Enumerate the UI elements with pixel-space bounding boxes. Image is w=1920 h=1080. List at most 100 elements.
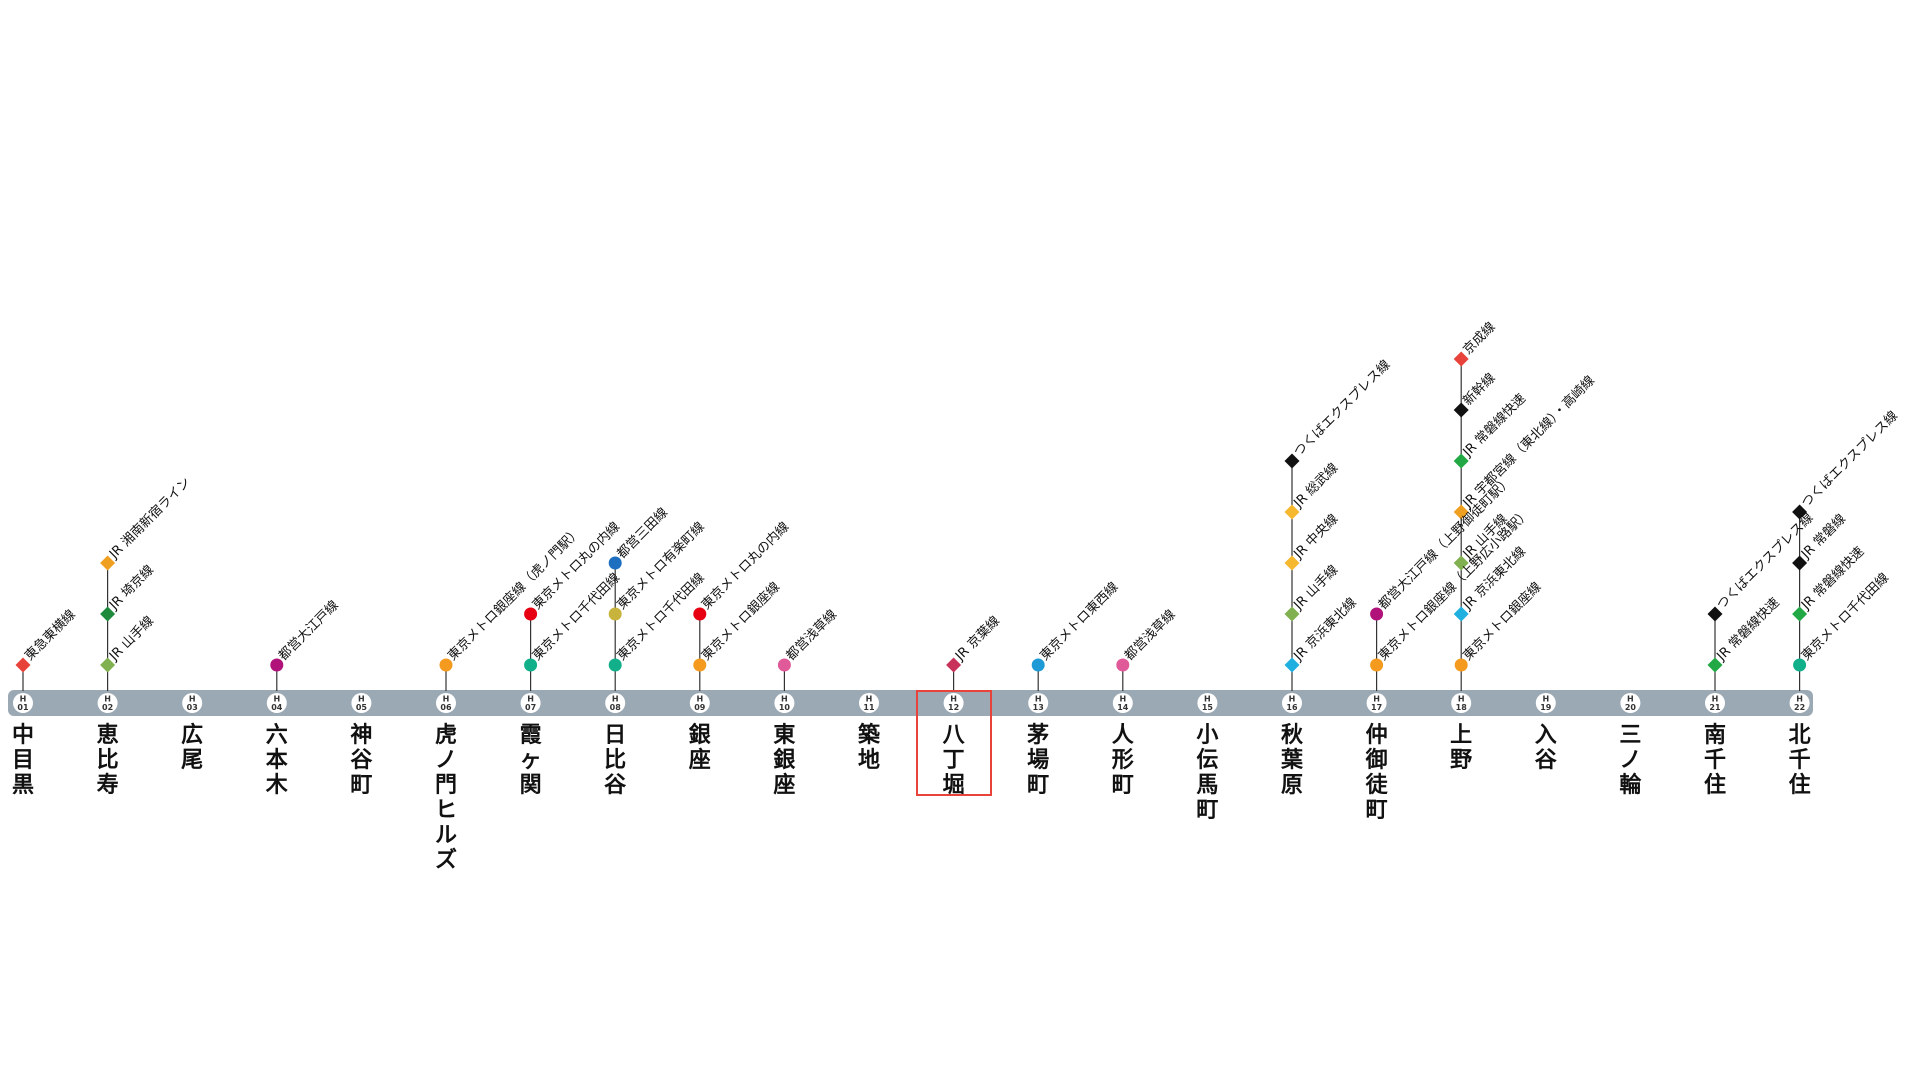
station-name[interactable]: 仲御徒町 [1365,723,1388,823]
transfer-marker [1453,402,1469,418]
transfer-marker [946,657,962,673]
transfer-label: 都営浅草線 [783,607,840,664]
station-number-circle[interactable]: H11 [859,693,879,713]
transfer-label: JR 京葉線 [951,613,1003,665]
station-name[interactable]: 入谷 [1534,723,1557,773]
station-name[interactable]: 人形町 [1111,723,1134,798]
station-name[interactable]: 茅場町 [1027,723,1050,798]
station-name[interactable]: 日比谷 [604,723,627,798]
transfer-marker [1793,658,1807,672]
station-number-circle[interactable]: H08 [605,693,626,713]
station-line-letter: H [950,695,957,704]
transfer-markers [15,351,1808,673]
station-number-circle[interactable]: H06 [436,693,456,713]
station-name[interactable]: 銀座 [688,723,711,773]
station-line-letter: H [1542,695,1549,704]
station-number-circle[interactable]: H02 [97,693,118,713]
station-number: 17 [1371,703,1382,712]
transfer-marker [1792,606,1808,622]
transfer-marker [1284,555,1300,571]
station-name[interactable]: 霞ヶ関 [519,723,542,798]
station-number-circle[interactable]: H13 [1028,693,1049,713]
station-number-circle[interactable]: H14 [1112,693,1133,713]
transfer-label: 都営大江戸線 [275,597,341,663]
station-name[interactable]: 東銀座 [773,723,796,798]
line-bar [8,690,1813,716]
station-number-circle[interactable]: H05 [351,693,372,713]
station-number-circle[interactable]: H16 [1282,693,1302,713]
transfer-marker [1031,658,1045,672]
transfer-marker [1453,504,1469,520]
transfer-marker [524,607,538,621]
station-number-circle[interactable]: H07 [520,693,541,713]
transfer-label: 東京メトロ有楽町線 [614,519,708,613]
station-number: 03 [187,703,198,712]
transfer-marker [1284,453,1300,469]
transfer-marker [1454,658,1468,672]
station-line-letter: H [1796,695,1803,704]
station-number: 18 [1456,703,1468,712]
station-name[interactable]: 六本木 [265,723,288,798]
transfer-label: JR 山手線 [1290,562,1342,614]
station-number-circle[interactable]: H18 [1451,693,1472,713]
station-number-circle[interactable]: H22 [1789,693,1810,713]
station-name[interactable]: 広尾 [181,723,204,773]
station-name[interactable]: 上野 [1450,723,1473,773]
station-number: 01 [17,703,29,712]
station-number-circle[interactable]: H19 [1535,693,1556,713]
station-number: 12 [948,703,959,712]
station-number: 08 [610,703,622,712]
station-number-circle[interactable]: H12 [943,693,964,713]
transfer-marker [1707,606,1723,622]
station-line-letter: H [1458,695,1465,704]
transfer-marker [1707,657,1723,673]
station-name[interactable]: 恵比寿 [96,723,119,798]
transfer-label: 新幹線 [1460,370,1499,409]
transfer-label: JR 湘南新宿ライン [105,474,193,562]
station-number-circle[interactable]: H17 [1366,693,1387,713]
station-number: 14 [1117,703,1129,712]
station-number-circle[interactable]: H21 [1705,693,1725,713]
station-number: 09 [694,703,706,712]
transfer-marker [1792,555,1808,571]
station-name[interactable]: 神谷町 [350,723,373,798]
station-number-circle[interactable]: H04 [266,693,287,713]
transfer-marker [693,607,707,621]
station-name[interactable]: 中目黒 [11,723,34,798]
station-line-letter: H [358,695,365,704]
station-number-circle[interactable]: H10 [774,693,795,713]
station-name[interactable]: 秋葉原 [1280,723,1303,798]
station-line-letter: H [273,695,280,704]
station-name[interactable]: 北千住 [1788,723,1811,798]
transfer-label: 東京メトロ銀座線（虎ノ門駅） [445,524,585,664]
station-name[interactable]: 築地 [857,723,880,773]
station-name[interactable]: 八丁堀 [942,723,965,798]
station-line-letter: H [1119,695,1126,704]
station-number-circle[interactable]: H01 [13,693,33,713]
station-line-letter: H [189,695,196,704]
station-name[interactable]: 三ノ輪 [1619,723,1642,798]
station-number: 20 [1625,703,1637,712]
station-name[interactable]: 小伝馬町 [1196,723,1219,823]
station-number: 15 [1202,703,1214,712]
station-name[interactable]: 南千住 [1703,723,1726,798]
transfer-label: 東京メトロ千代田線 [529,570,623,664]
transfer-label: 東京メトロ東西線 [1037,579,1122,664]
transfer-marker [15,657,31,673]
transfer-label: 京成線 [1460,319,1499,358]
transfer-label: JR 山手線 [105,613,157,665]
transfer-label: つくばエクスプレス線 [1798,408,1901,511]
station-line-letter: H [781,695,788,704]
station-number: 19 [1540,703,1552,712]
station-name[interactable]: 虎ノ門ヒルズ [434,723,457,873]
station-number-circle[interactable]: H15 [1197,693,1218,713]
station-line-letter: H [612,695,619,704]
transfer-marker [1453,606,1469,622]
transfer-label: 東京メトロ丸の内線 [698,519,792,613]
station-number-circle[interactable]: H20 [1620,693,1641,713]
highlight-box [915,690,992,796]
station-number-circle[interactable]: H09 [689,693,710,713]
station-number-circle[interactable]: H03 [182,693,203,713]
